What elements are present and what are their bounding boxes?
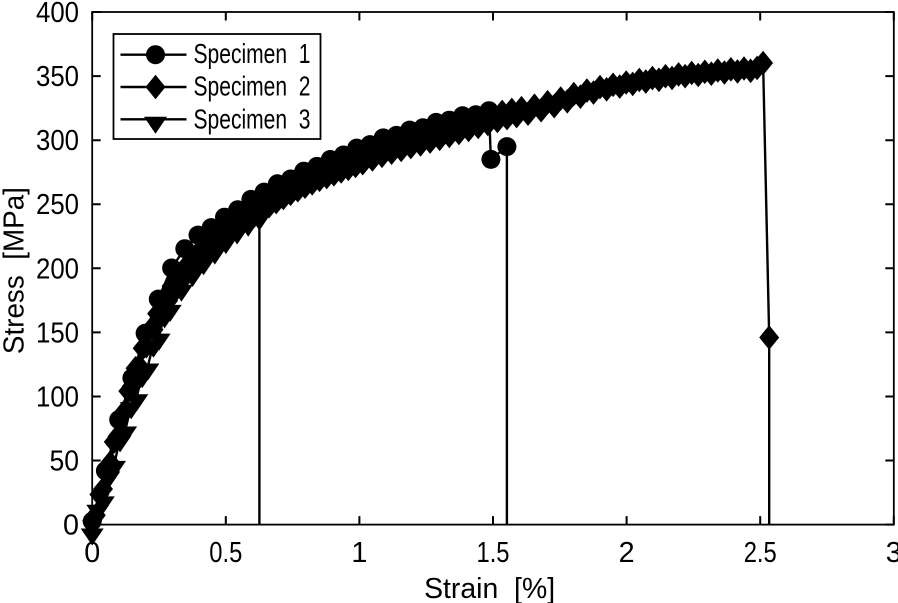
svg-text:200: 200 [36, 253, 79, 285]
svg-text:300: 300 [36, 125, 79, 157]
svg-text:0.5: 0.5 [209, 537, 242, 569]
svg-text:100: 100 [36, 382, 79, 414]
svg-text:1.5: 1.5 [477, 537, 510, 569]
svg-text:Specimen 2: Specimen 2 [194, 71, 311, 102]
svg-text:250: 250 [36, 189, 79, 221]
svg-text:0: 0 [84, 537, 100, 569]
svg-text:Specimen 1: Specimen 1 [194, 38, 311, 69]
svg-text:Strain [%]: Strain [%] [424, 573, 555, 603]
svg-text:0: 0 [63, 510, 79, 542]
svg-text:150: 150 [36, 317, 79, 349]
svg-text:50: 50 [50, 446, 80, 478]
svg-text:350: 350 [36, 61, 79, 93]
svg-text:400: 400 [36, 0, 79, 29]
svg-text:Specimen 3: Specimen 3 [194, 103, 311, 134]
svg-text:Stress [MPa]: Stress [MPa] [0, 187, 31, 354]
svg-text:1: 1 [351, 537, 367, 569]
svg-text:2.5: 2.5 [744, 537, 777, 569]
svg-text:3: 3 [886, 537, 898, 569]
svg-text:2: 2 [619, 537, 635, 569]
